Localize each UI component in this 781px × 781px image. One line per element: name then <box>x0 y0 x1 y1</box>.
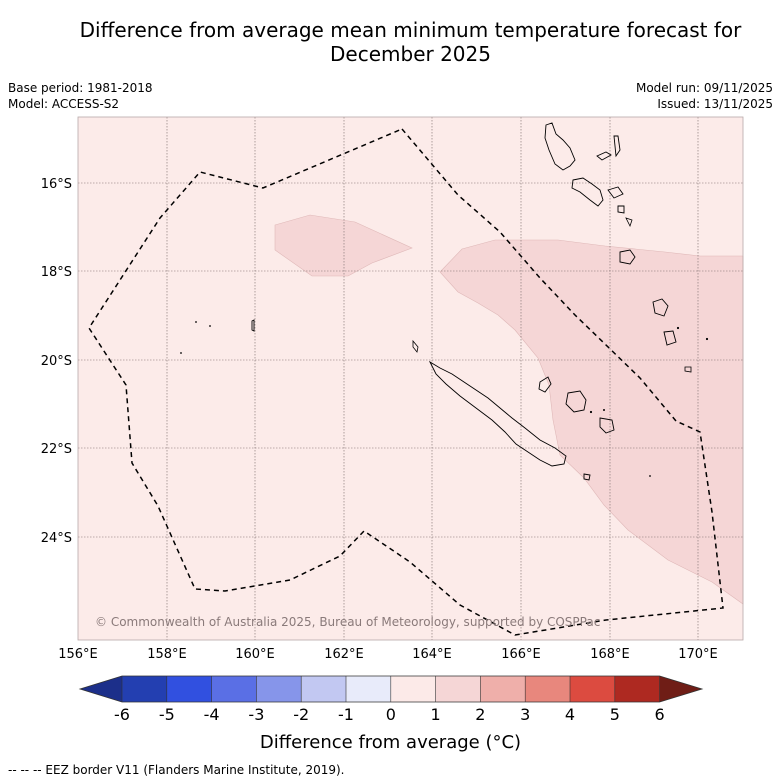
colorbar-segment-12 <box>614 676 660 702</box>
model-run: Model run: 09/11/2025 <box>635 81 773 95</box>
colorbar-segment-4 <box>256 676 302 702</box>
colorbar-label-minus4: -4 <box>204 705 220 724</box>
lat-tick-22s: 22°S <box>41 442 72 457</box>
copyright-text: © Commonwealth of Australia 2025, Bureau… <box>95 615 600 629</box>
colorbar-segment-1 <box>122 676 167 702</box>
tiga-island <box>589 410 593 414</box>
colorbar-label-2: 2 <box>475 705 485 724</box>
colorbar-segment-8 <box>435 676 481 702</box>
colorbar-label-minus3: -3 <box>248 705 264 724</box>
colorbar <box>78 675 704 703</box>
new-caledonia-island <box>428 360 567 467</box>
eez-footnote: -- -- -- EEZ border V11 (Flanders Marine… <box>8 763 345 777</box>
espiritu-santo-island <box>544 122 576 171</box>
reef-dot-1 <box>195 321 197 323</box>
lon-tick-158: 158°E <box>147 647 187 662</box>
colorbar-extend-low <box>80 676 122 702</box>
lat-tick-24s: 24°S <box>41 531 72 546</box>
aniwa-island <box>705 337 709 341</box>
colorbar-segment-9 <box>480 676 526 702</box>
model-name: Model: ACCESS-S2 <box>8 97 120 111</box>
mare-island <box>599 417 615 434</box>
epi-island <box>617 205 625 214</box>
lon-tick-labels: 156°E 158°E 160°E 162°E 164°E 166°E 168°… <box>58 647 718 662</box>
reef-dot-3 <box>180 352 182 354</box>
isle-of-pines <box>583 473 591 481</box>
ouvea-island <box>538 376 552 393</box>
ambrym-island <box>607 186 624 199</box>
colorbar-segment-2 <box>166 676 212 702</box>
colorbar-label-3: 3 <box>520 705 530 724</box>
belep-islands <box>412 339 419 353</box>
colorbar-segment-5 <box>301 676 346 702</box>
colorbar-label-6: 6 <box>655 705 665 724</box>
title-line-1: Difference from average mean minimum tem… <box>79 18 742 42</box>
colorbar-label-4: 4 <box>565 705 575 724</box>
lat-tick-16s: 16°S <box>41 177 72 192</box>
meta-left: Base period: 1981-2018 Model: ACCESS-S2 <box>8 80 153 112</box>
maewo-island <box>596 151 612 161</box>
lon-tick-156: 156°E <box>58 647 98 662</box>
colorbar-label-minus2: -2 <box>293 705 309 724</box>
malekula-island <box>571 177 604 207</box>
colorbar-label-minus1: -1 <box>338 705 354 724</box>
issued-date: Issued: 13/11/2025 <box>657 97 773 111</box>
futuna-island <box>676 326 680 330</box>
colorbar-labels: -6 -5 -4 -3 -2 -1 0 1 2 3 4 5 6 <box>114 705 665 724</box>
colorbar-label-minus6: -6 <box>114 705 130 724</box>
lon-tick-160: 160°E <box>235 647 275 662</box>
lat-tick-20s: 20°S <box>41 354 72 369</box>
colorbar-segment-10 <box>525 676 570 702</box>
shepherd-islands <box>625 217 633 228</box>
colorbar-segment-7 <box>390 676 436 702</box>
lon-tick-168: 168°E <box>590 647 630 662</box>
colorbar-label-minus5: -5 <box>159 705 175 724</box>
lon-tick-162: 162°E <box>324 647 364 662</box>
colorbar-label-5: 5 <box>610 705 620 724</box>
colorbar-extend-high <box>659 676 702 702</box>
anomaly-region-west <box>274 214 413 277</box>
aneityum-island <box>684 366 692 373</box>
lat-tick-labels: 16°S 18°S 20°S 22°S 24°S <box>41 177 72 546</box>
anomaly-region-east <box>439 239 744 605</box>
eez-border <box>88 128 724 636</box>
efate-island <box>619 249 636 265</box>
erromango-island <box>652 298 669 317</box>
reef-dot-2 <box>209 325 211 327</box>
colorbar-segment-3 <box>211 676 257 702</box>
colorbar-segment-6 <box>346 676 391 702</box>
lat-tick-18s: 18°S <box>41 265 72 280</box>
colorbar-label-0: 0 <box>386 705 396 724</box>
meta-right: Model run: 09/11/2025 Issued: 13/11/2025 <box>636 80 773 112</box>
chart-title: Difference from average mean minimum tem… <box>0 18 781 66</box>
colorbar-title: Difference from average (°C) <box>259 732 522 753</box>
matthew-island <box>649 475 651 477</box>
lon-tick-164: 164°E <box>412 647 452 662</box>
map-frame <box>77 116 744 641</box>
lon-tick-166: 166°E <box>501 647 541 662</box>
title-line-2: December 2025 <box>330 42 491 66</box>
lon-tick-170: 170°E <box>678 647 718 662</box>
pentecost-island <box>613 135 621 158</box>
colorbar-label-1: 1 <box>431 705 441 724</box>
walpole-dot <box>603 409 605 411</box>
chesterfield-islands <box>251 319 255 332</box>
lifou-island <box>565 390 587 413</box>
tanna-island <box>663 330 677 346</box>
colorbar-segment-11 <box>570 676 615 702</box>
base-period: Base period: 1981-2018 <box>8 81 153 95</box>
